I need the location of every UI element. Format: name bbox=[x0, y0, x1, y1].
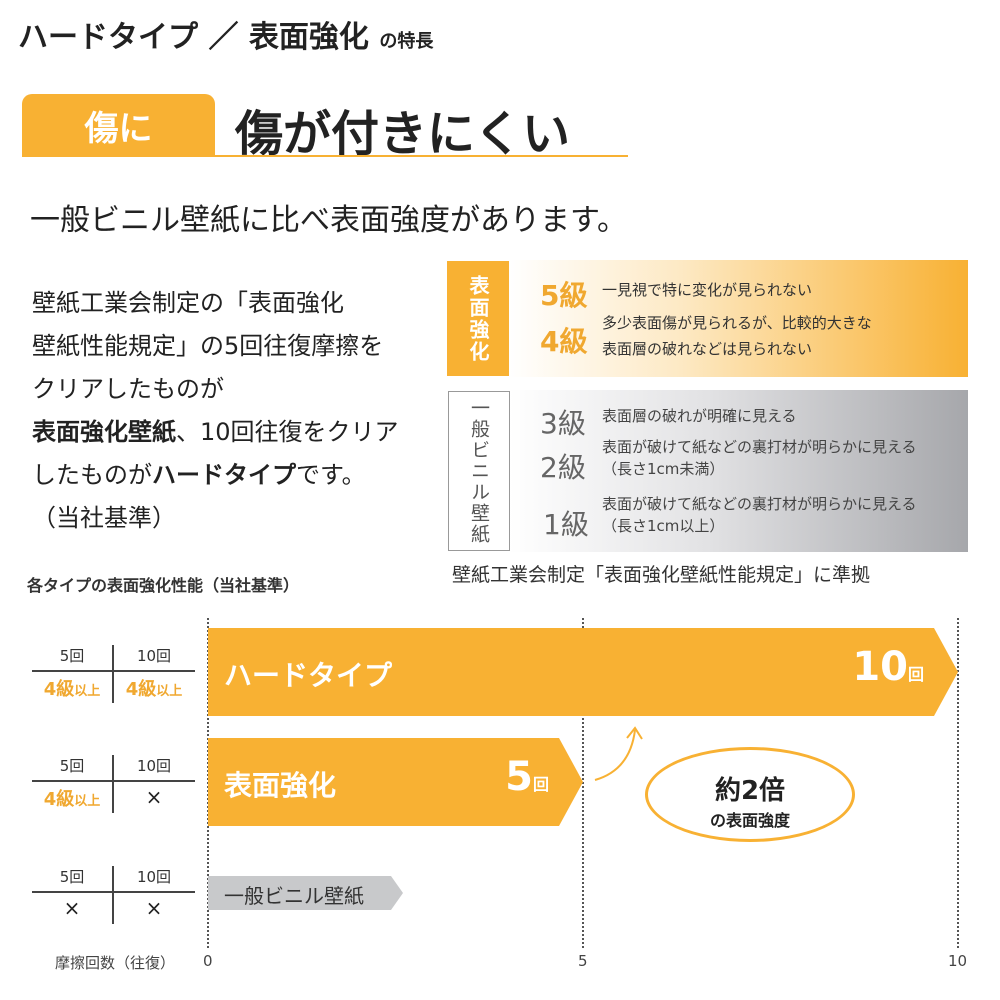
body-line: 壁紙性能規定」の5回往復摩擦を bbox=[32, 332, 384, 360]
table-cell: × bbox=[145, 785, 163, 809]
bar-2 bbox=[208, 876, 403, 910]
rating-table: 5回 10回 4級以上 × bbox=[32, 755, 195, 815]
table-divider bbox=[112, 866, 114, 924]
heading-underline bbox=[22, 155, 628, 157]
x-axis-label: 摩擦回数（往復） bbox=[55, 954, 176, 972]
strong-grade-label: 表面強化 bbox=[447, 261, 509, 376]
body-span: です。 bbox=[296, 461, 366, 489]
desc-line: 表面が破けて紙などの裏打材が明らかに見える bbox=[602, 438, 917, 456]
grade-1: 1級 bbox=[543, 508, 589, 541]
grade-5: 5級 bbox=[540, 279, 588, 312]
body-line: 壁紙工業会制定の「表面強化 bbox=[32, 289, 344, 317]
grade-3: 3級 bbox=[540, 407, 586, 440]
lead-text: 一般ビニル壁紙に比べ表面強度があります。 bbox=[30, 203, 627, 238]
bar-category-label: ハードタイプ bbox=[224, 658, 393, 692]
table-cell: 5回 bbox=[59, 757, 85, 775]
desc-line: （長さ1cm以上） bbox=[602, 517, 725, 535]
table-cell: × bbox=[145, 896, 163, 920]
strong-grade-box bbox=[446, 260, 968, 377]
grade-3-desc: 表面層の破れが明確に見える bbox=[602, 407, 797, 425]
gridline bbox=[582, 618, 584, 948]
table-cell: 10回 bbox=[136, 647, 172, 665]
bar-category-label: 表面強化 bbox=[224, 768, 337, 802]
table-cell: 10回 bbox=[136, 868, 172, 886]
table-divider bbox=[112, 755, 114, 813]
body-line: 表面強化壁紙、10回往復をクリア bbox=[32, 411, 399, 454]
desc-line: 表面層の破れなどは見られない bbox=[602, 340, 813, 358]
body-line: クリアしたものが bbox=[32, 375, 224, 403]
page-title: ハードタイプ ／ 表面強化 の特長 bbox=[18, 12, 433, 56]
rating-table: 5回 10回 × × bbox=[32, 866, 195, 926]
desc-line: 多少表面傷が見られるが、比較的大きな bbox=[602, 314, 872, 332]
body-span: したものが bbox=[32, 461, 152, 489]
table-cell: 4級以上 bbox=[43, 789, 101, 810]
desc-line: 表面が破けて紙などの裏打材が明らかに見える bbox=[602, 495, 917, 513]
rating-table: 5回 10回 4級以上 4級以上 bbox=[32, 645, 195, 705]
table-cell: 5回 bbox=[59, 868, 85, 886]
vinyl-grade-box bbox=[446, 390, 968, 552]
grade-2: 2級 bbox=[540, 451, 586, 484]
annotation-sub: の表面強度 bbox=[709, 811, 790, 830]
vinyl-grade-label: 一般ビニル壁紙 bbox=[448, 391, 510, 551]
table-cell: 5回 bbox=[59, 647, 85, 665]
section-heading: 傷が付きにくい bbox=[235, 106, 571, 162]
table-divider bbox=[112, 645, 114, 703]
desc-line: （長さ1cm未満） bbox=[602, 460, 725, 478]
bar-0 bbox=[208, 628, 958, 716]
title-main: ハードタイプ ／ 表面強化 bbox=[18, 20, 369, 55]
x-tick-0: 0 bbox=[203, 952, 213, 970]
gridline bbox=[957, 618, 959, 948]
grade-4: 4級 bbox=[540, 325, 588, 358]
body-line: したものがハードタイプです。 bbox=[32, 454, 399, 497]
bar-value-label: 10回 bbox=[852, 644, 924, 690]
bold-term: 表面強化壁紙 bbox=[32, 418, 176, 446]
table-cell: 4級以上 bbox=[43, 679, 101, 700]
bold-term: ハードタイプ bbox=[152, 461, 296, 489]
chart-title: 各タイプの表面強化性能（当社基準） bbox=[27, 576, 300, 595]
table-cell: × bbox=[63, 896, 81, 920]
body-span: 、10回往復をクリア bbox=[176, 418, 399, 446]
curved-arrow-icon bbox=[594, 726, 643, 781]
grade-1-desc: 表面が破けて紙などの裏打材が明らかに見える （長さ1cm以上） bbox=[602, 493, 917, 537]
x-tick-5: 5 bbox=[578, 952, 588, 970]
body-line: （当社基準） bbox=[32, 504, 176, 532]
grade-5-desc: 一見視で特に変化が見られない bbox=[602, 281, 813, 299]
table-cell: 4級以上 bbox=[125, 679, 183, 700]
table-cell: 10回 bbox=[136, 757, 172, 775]
bar-category-label: 一般ビニル壁紙 bbox=[224, 884, 364, 908]
grade-note: 壁紙工業会制定「表面強化壁紙性能規定」に準拠 bbox=[452, 564, 871, 586]
body-text: 壁紙工業会制定の「表面強化 壁紙性能規定」の5回往復摩擦を クリアしたものが 表… bbox=[32, 282, 399, 540]
title-suffix: の特長 bbox=[379, 31, 434, 52]
grade-4-desc: 多少表面傷が見られるが、比較的大きな 表面層の破れなどは見られない bbox=[602, 310, 872, 362]
annotation-main: 約2倍 bbox=[714, 776, 786, 806]
bar-1 bbox=[208, 738, 583, 826]
section-tab: 傷に bbox=[22, 94, 215, 156]
x-tick-10: 10 bbox=[948, 952, 968, 970]
grade-2-desc: 表面が破けて紙などの裏打材が明らかに見える （長さ1cm未満） bbox=[602, 436, 917, 480]
annotation-bubble: 約2倍 の表面強度 bbox=[645, 747, 855, 842]
bar-value-label: 5回 bbox=[505, 754, 549, 800]
